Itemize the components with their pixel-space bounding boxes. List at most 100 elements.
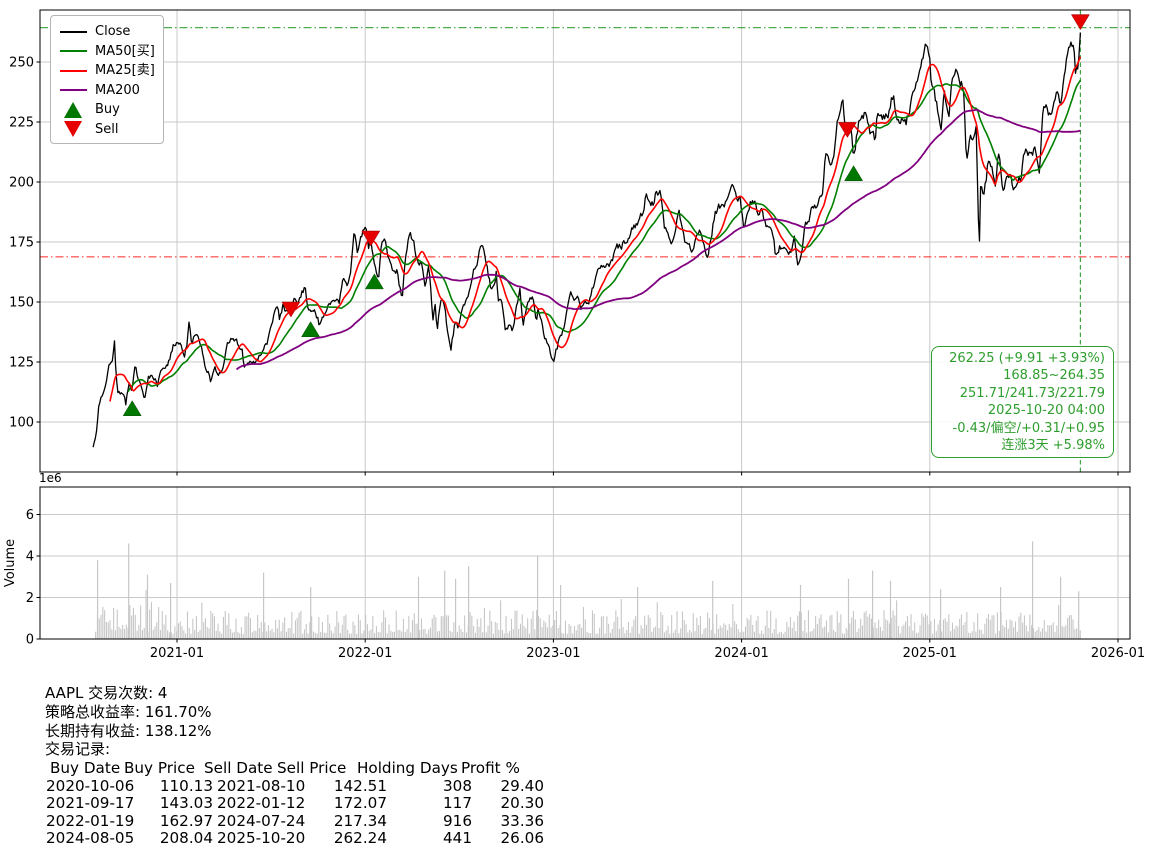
strategy-summary: AAPL 交易次数: 4 策略总收益率: 161.70% 长期持有收益: 138… <box>0 684 1154 759</box>
annotation-ma-values: 251.71/241.73/221.79 <box>959 385 1105 401</box>
trade-cell: 2021-08-10 <box>217 776 306 795</box>
trade-cell: 33.36 <box>500 811 544 830</box>
axis-ticks <box>36 61 1119 643</box>
volume-grid <box>40 487 1130 639</box>
col-buy-date: Buy Date <box>50 759 121 777</box>
chart-canvas: 100 125 150 175 200 225 250 0 2 4 6 2021-01 2022-01 2… <box>3 9 1145 662</box>
sell-marker <box>361 230 381 247</box>
trade-markers <box>122 14 1090 416</box>
trade-cell: 217.34 <box>333 811 387 830</box>
trade-rows: 2020-10-06 110.13 2021-08-10 142.51 308 29.40… <box>0 776 1154 848</box>
svg-text:125: 125 <box>9 356 34 371</box>
svg-text:250: 250 <box>9 56 34 71</box>
legend: Close MA50[买] MA25[卖] MA200 Buy Sell <box>50 15 164 144</box>
annotation-bias: -0.43/偏空/+0.31/+0.95 <box>952 420 1105 436</box>
trade-cell: 262.24 <box>333 829 387 848</box>
trade-table: Buy Date Buy Price Sell Date Sell Price … <box>0 759 1154 848</box>
svg-text:2024-01: 2024-01 <box>714 646 768 661</box>
svg-text:0: 0 <box>26 633 34 648</box>
svg-text:2: 2 <box>26 591 34 606</box>
svg-text:2025-01: 2025-01 <box>903 646 957 661</box>
trade-record-label: 交易记录: <box>45 740 111 759</box>
legend-item-sell: Sell <box>59 120 157 140</box>
annotation-range: 168.85~264.35 <box>1003 368 1105 384</box>
legend-item-label: Close <box>95 24 131 40</box>
series-color-line <box>59 89 87 92</box>
legend-item-label: Sell <box>95 121 119 137</box>
col-sell-date: Sell Date <box>204 759 273 777</box>
trade-cell: 2024-07-24 <box>217 811 306 830</box>
trade-cell: 2021-09-17 <box>46 794 135 813</box>
svg-text:150: 150 <box>9 296 34 311</box>
legend-marker-swatch <box>59 101 87 118</box>
trade-cell: 2024-08-05 <box>46 829 135 848</box>
col-buy-price: Buy Price <box>124 759 195 777</box>
svg-text:175: 175 <box>9 236 34 251</box>
legend-line-swatch <box>59 69 87 72</box>
sell-marker <box>1070 14 1090 31</box>
legend-item-label: MA50[买] <box>95 43 155 59</box>
svg-text:2022-01: 2022-01 <box>338 646 392 661</box>
ma200-line <box>235 108 1081 371</box>
legend-item-label: MA25[卖] <box>95 63 155 79</box>
trade-cell: 308 <box>443 776 472 795</box>
trade-cell: 29.40 <box>500 776 544 795</box>
series-color-line <box>59 50 87 53</box>
buy-marker <box>301 321 321 337</box>
ma50-line <box>127 79 1082 393</box>
legend-item-buy: Buy <box>59 100 157 120</box>
svg-text:100: 100 <box>9 416 34 431</box>
legend-line-swatch <box>59 30 87 33</box>
legend-item-label: Buy <box>95 102 120 118</box>
legend-item-ma25: MA25[卖] <box>59 61 157 81</box>
price-grid <box>40 10 1130 472</box>
svg-text:2021-01: 2021-01 <box>150 646 204 661</box>
svg-text:225: 225 <box>9 116 34 131</box>
trade-table-row: 2020-10-06 110.13 2021-08-10 142.51 308 29.40 <box>0 776 1154 796</box>
trade-table-row: 2024-08-05 208.04 2025-10-20 262.24 441 26.06 <box>0 830 1154 848</box>
series-color-line <box>59 69 87 72</box>
legend-item-ma200: MA200 <box>59 81 157 101</box>
annotation-datetime: 2025-10-20 04:00 <box>987 403 1105 419</box>
trade-count-line: AAPL 交易次数: 4 <box>45 684 168 702</box>
trade-table-header: Buy Date Buy Price Sell Date Sell Price … <box>0 759 1154 778</box>
trade-cell: 143.03 <box>159 794 213 813</box>
svg-text:4: 4 <box>26 550 34 565</box>
legend-item-close: Close <box>59 22 157 42</box>
trade-cell: 441 <box>443 829 472 848</box>
price-annotation: 262.25 (+9.91 +3.93%) 168.85~264.35 251.… <box>931 346 1114 459</box>
trade-cell: 208.04 <box>159 829 213 848</box>
trade-cell: 2025-10-20 <box>217 829 306 848</box>
buy-marker <box>844 165 864 181</box>
trade-table-row: 2022-01-19 162.97 2024-07-24 217.34 916 33.36 <box>0 811 1154 831</box>
trade-cell: 110.13 <box>159 776 213 795</box>
trade-cell: 2022-01-19 <box>46 811 135 830</box>
svg-text:2026-01: 2026-01 <box>1091 646 1145 661</box>
legend-line-swatch <box>59 50 87 53</box>
trade-cell: 117 <box>443 794 472 813</box>
annotation-last-price: 262.25 (+9.91 +3.93%) <box>949 351 1105 366</box>
svg-text:200: 200 <box>9 176 34 191</box>
sell-triangle-icon <box>64 121 82 138</box>
svg-text:2023-01: 2023-01 <box>526 646 580 661</box>
axis-tick-labels: 100 125 150 175 200 225 250 0 2 4 6 2021-01 2022-01 2… <box>9 56 1145 662</box>
trade-table-row: 2021-09-17 143.03 2022-01-12 172.07 117 20.30 <box>0 795 1154 813</box>
trade-cell: 162.97 <box>159 811 213 830</box>
svg-text:6: 6 <box>26 508 34 523</box>
buy-triangle-icon <box>64 101 82 118</box>
volume-panel-frame <box>39 486 1131 640</box>
trade-cell: 2022-01-12 <box>217 794 306 813</box>
trade-cell: 2020-10-06 <box>46 776 135 795</box>
series-color-line <box>59 30 87 33</box>
buy-marker <box>364 273 384 290</box>
price-panel-frame <box>39 9 1131 473</box>
legend-item-label: MA200 <box>95 82 140 98</box>
legend-item-ma50: MA50[买] <box>59 42 157 62</box>
annotation-streak: 连涨3天 +5.98% <box>1001 438 1105 454</box>
legend-marker-swatch <box>59 121 87 138</box>
buy-marker <box>122 400 142 416</box>
trade-cell: 26.06 <box>500 829 544 848</box>
hold-return-line: 长期持有收益: 138.12% <box>45 721 212 740</box>
volume-bars <box>95 541 1081 640</box>
